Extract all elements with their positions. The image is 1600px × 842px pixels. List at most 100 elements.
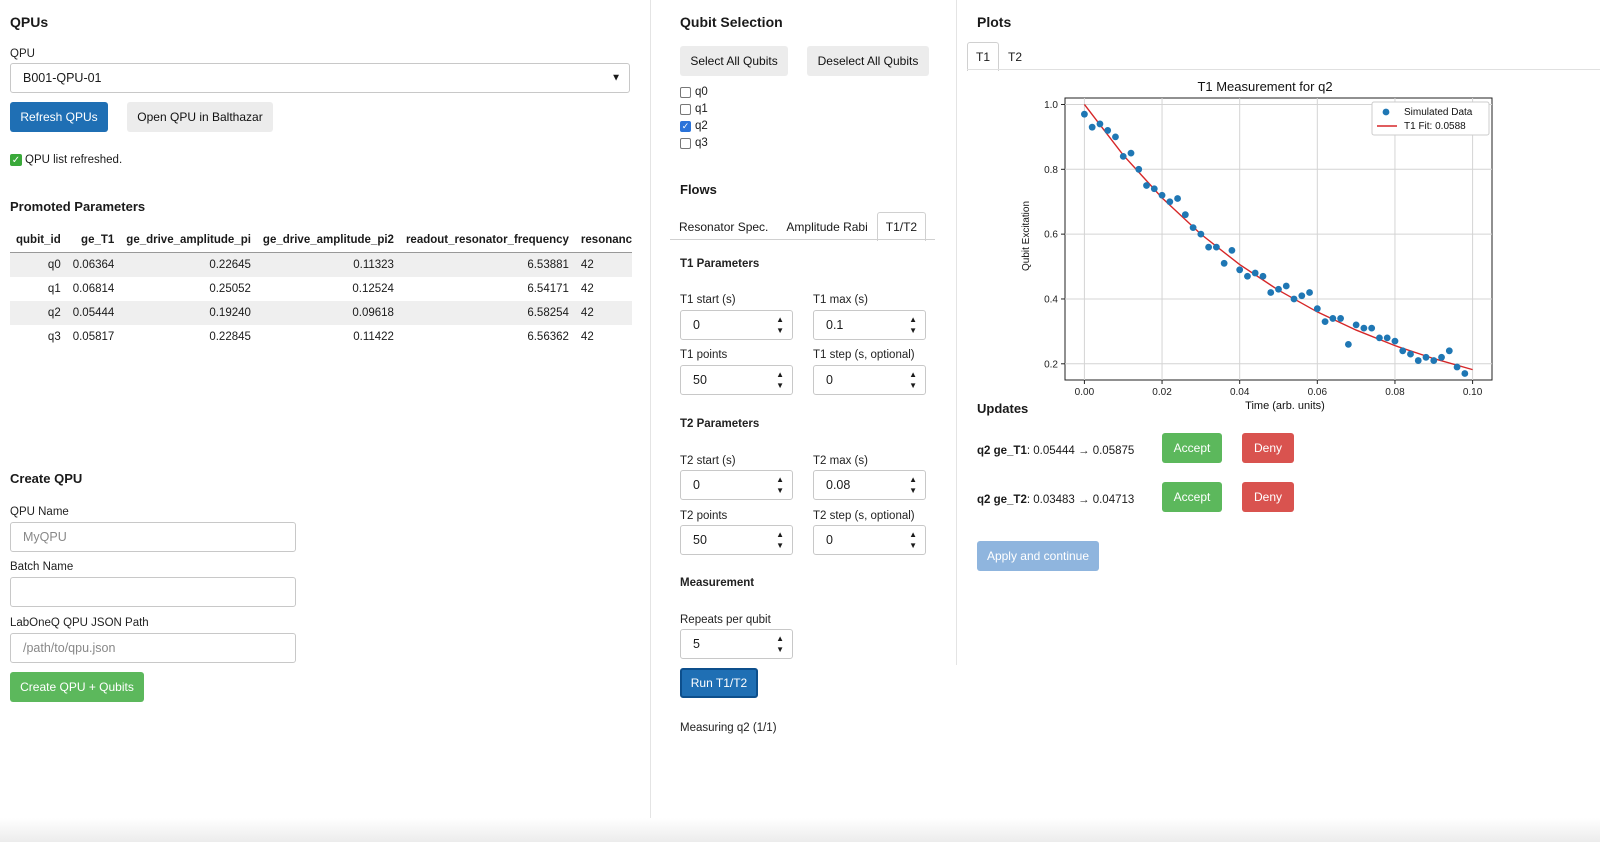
- t1-max-input[interactable]: 0.1 ▲ ▼: [813, 310, 926, 340]
- spinner-arrows-icon[interactable]: ▲ ▼: [776, 370, 784, 390]
- data-point: [1329, 315, 1337, 322]
- table-cell: 0.06364: [66, 252, 121, 277]
- chart-y-label: Qubit Excitation: [1021, 201, 1032, 271]
- y-tick-label: 0.2: [1044, 359, 1058, 370]
- qubit-checkbox-q1[interactable]: q1: [680, 103, 708, 115]
- t1-start-input[interactable]: 0 ▲ ▼: [680, 310, 793, 340]
- t2-points-label: T2 points: [680, 510, 728, 522]
- t2-max-label: T2 max (s): [813, 455, 868, 467]
- t2-max-input[interactable]: 0.08 ▲ ▼: [813, 470, 926, 500]
- plot-tab-t2[interactable]: T2: [1008, 50, 1023, 64]
- table-cell: 42: [580, 283, 594, 295]
- t2-step-input[interactable]: 0 ▲ ▼: [813, 525, 926, 555]
- data-point: [1298, 292, 1306, 300]
- spinner-arrows-icon[interactable]: ▲ ▼: [776, 475, 784, 495]
- spinner-arrows-icon[interactable]: ▲ ▼: [909, 315, 917, 335]
- t2-start-input[interactable]: 0 ▲ ▼: [680, 470, 793, 500]
- chart-grid: [1065, 98, 1492, 380]
- promoted-heading: Promoted Parameters: [10, 199, 146, 214]
- data-point: [1352, 321, 1360, 329]
- data-point: [1143, 182, 1150, 189]
- y-tick-label: 1.0: [1044, 100, 1058, 111]
- checkbox-checked-icon[interactable]: ✓: [680, 120, 691, 132]
- t1-parameters-heading: T1 Parameters: [680, 258, 760, 270]
- table-header-cell: ge_drive_amplitude_pi: [120, 228, 257, 253]
- json-path-input[interactable]: [10, 633, 296, 663]
- spinner-arrows-icon[interactable]: ▲ ▼: [776, 315, 784, 335]
- table-cell: q1: [47, 283, 61, 295]
- t1-points-input[interactable]: 50 ▲ ▼: [680, 365, 793, 395]
- accept-button[interactable]: Accept: [1162, 482, 1222, 512]
- qubit-checkbox-q3[interactable]: q3: [680, 137, 708, 149]
- qpu-status: ✓ QPU list refreshed.: [10, 154, 122, 166]
- data-point: [1407, 350, 1414, 358]
- plot-tab-t1[interactable]: T1: [967, 42, 1000, 71]
- data-point: [1174, 195, 1181, 202]
- tabs-divider: [670, 239, 935, 240]
- data-point: [1236, 266, 1244, 274]
- plots-panel: Plots T1 T2 T1 Measurement for q2 0.00 0.0…: [957, 0, 1600, 842]
- tab-resonator-spec[interactable]: Resonator Spec.: [679, 220, 769, 234]
- qpu-select[interactable]: B001-QPU-01 ▼: [10, 63, 630, 93]
- data-point: [1313, 305, 1321, 313]
- checkbox-icon[interactable]: [680, 86, 691, 98]
- caret-down-icon: ▼: [611, 72, 621, 84]
- apply-continue-button[interactable]: Apply and continue: [977, 541, 1099, 571]
- data-point: [1158, 191, 1166, 199]
- qubit-checkbox-q2[interactable]: ✓ q2: [680, 120, 708, 132]
- accept-button[interactable]: Accept: [1162, 433, 1222, 463]
- spinner-arrows-icon[interactable]: ▲ ▼: [909, 475, 917, 495]
- data-point: [1360, 324, 1368, 332]
- qpus-panel: QPUs QPU B001-QPU-01 ▼ Refresh QPUs Open…: [0, 0, 651, 842]
- table-row: q3 0.05817 0.22845 0.11422 6.56362 42: [10, 325, 632, 349]
- data-point: [1391, 337, 1399, 345]
- tab-t1-t2[interactable]: T1/T2: [876, 212, 927, 241]
- t1-step-input[interactable]: 0 ▲ ▼: [813, 365, 926, 395]
- deny-button[interactable]: Deny: [1242, 482, 1294, 512]
- t2-start-label: T2 start (s): [680, 455, 736, 467]
- table-cell: q0: [10, 252, 67, 277]
- spinner-arrows-icon[interactable]: ▲ ▼: [909, 370, 917, 390]
- measurement-heading: Measurement: [680, 577, 755, 589]
- qubit-label: q2: [695, 120, 708, 132]
- checkbox-icon[interactable]: [680, 137, 691, 149]
- data-point: [1205, 243, 1213, 251]
- open-qpu-button[interactable]: Open QPU in Balthazar: [127, 102, 273, 132]
- table-cell: 42: [574, 301, 632, 325]
- update-param: q2 ge_T1: [977, 445, 1027, 457]
- data-point: [1275, 285, 1282, 293]
- table-header-cell: ge_drive_amplitude_pi2: [256, 228, 400, 253]
- spinner-arrows-icon[interactable]: ▲ ▼: [776, 634, 784, 654]
- spinner-arrows-icon[interactable]: ▲ ▼: [776, 530, 784, 550]
- data-point: [1150, 185, 1158, 193]
- batch-name-input[interactable]: [10, 577, 296, 607]
- data-point: [1306, 289, 1313, 296]
- spinner-arrows-icon[interactable]: ▲ ▼: [909, 530, 917, 550]
- refresh-qpus-button[interactable]: Refresh QPUs: [10, 102, 108, 132]
- t1-points-value: 50: [693, 373, 707, 387]
- select-all-qubits-button[interactable]: Select All Qubits: [680, 46, 788, 76]
- data-point: [1220, 259, 1228, 267]
- qubit-label: q1: [695, 103, 708, 115]
- t2-points-input[interactable]: 50 ▲ ▼: [680, 525, 793, 555]
- create-qpu-button[interactable]: Create QPU + Qubits: [10, 672, 144, 702]
- deselect-all-qubits-button[interactable]: Deselect All Qubits: [807, 46, 929, 76]
- data-point: [1135, 165, 1143, 173]
- deny-button[interactable]: Deny: [1242, 433, 1294, 463]
- tab-amplitude-rabi[interactable]: Amplitude Rabi: [786, 220, 868, 234]
- qubit-checkbox-q0[interactable]: q0: [680, 86, 708, 98]
- update-change: : 0.05444 → 0.05875: [1026, 445, 1135, 457]
- checkbox-icon[interactable]: [680, 103, 691, 115]
- promoted-table-wrap: qubit_id ge_T1 ge_drive_amplitude_pi ge_dri…: [10, 228, 632, 358]
- data-point: [1422, 353, 1430, 361]
- updates-heading: Updates: [977, 401, 1029, 416]
- table-header-cell: readout_resonator_frequency: [399, 228, 575, 253]
- table-row: q2 0.05444 0.19240 0.09618 6.58254 42: [10, 301, 632, 325]
- qpu-name-input[interactable]: [10, 522, 296, 552]
- t2-start-value: 0: [693, 478, 700, 492]
- json-path-label: LabOneQ QPU JSON Path: [10, 617, 149, 629]
- data-point: [1321, 318, 1329, 326]
- bottom-shadow: [0, 818, 1600, 842]
- repeats-input[interactable]: 5 ▲ ▼: [680, 629, 793, 659]
- run-t1t2-button[interactable]: Run T1/T2: [680, 668, 758, 698]
